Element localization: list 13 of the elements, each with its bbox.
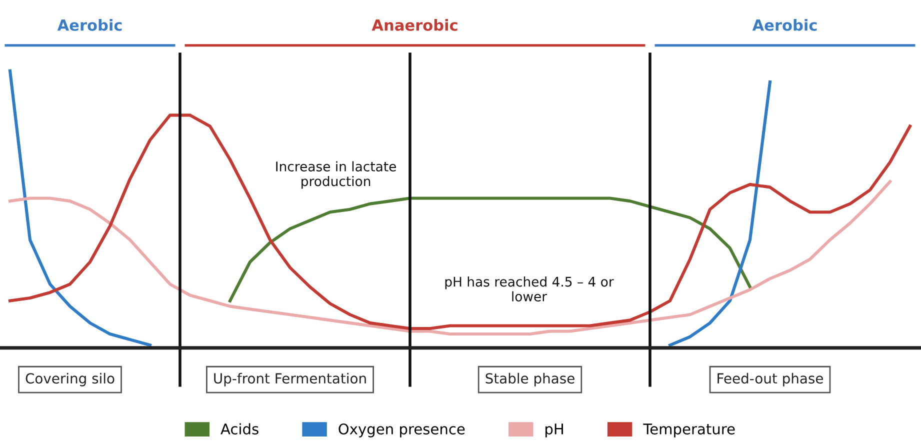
text: Aerobic	[752, 19, 817, 31]
legend-label: pH	[546, 424, 563, 438]
x-tick-label: Stable phase	[486, 372, 574, 386]
x-tick-label: Feed-out phase	[718, 372, 823, 386]
annotation: Increase in lactate production	[276, 161, 396, 189]
legend-label: Temperature	[643, 424, 735, 438]
annotation: pH has reached 4.5 – 4 or lower	[445, 276, 614, 302]
legend-label: Acids	[220, 423, 258, 435]
x-tick-label: Covering silo	[26, 372, 114, 386]
legend-label: Oxygen presence	[338, 423, 465, 438]
text: Aerobic	[57, 19, 122, 31]
x-tick-label: Up-front Fermentation	[214, 372, 366, 386]
text: Anaerobic	[372, 19, 458, 31]
